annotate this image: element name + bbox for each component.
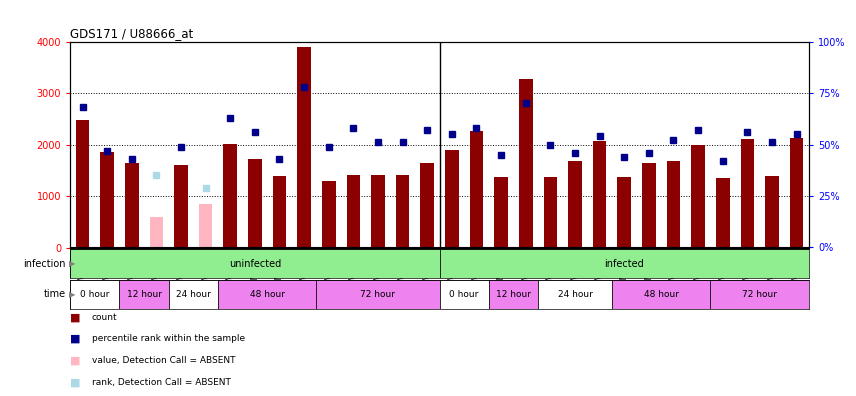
Bar	[199, 204, 212, 248]
Text: 24 hour: 24 hour	[175, 290, 211, 299]
Text: ■: ■	[70, 312, 80, 322]
Text: ■: ■	[70, 356, 80, 366]
Text: 24 hour: 24 hour	[557, 290, 592, 299]
Bar	[395, 175, 409, 248]
Bar	[495, 177, 508, 248]
Bar	[273, 177, 286, 248]
Bar	[710, 280, 809, 309]
Text: value, Detection Call = ABSENT: value, Detection Call = ABSENT	[92, 356, 235, 365]
Bar	[322, 181, 336, 248]
Text: 72 hour: 72 hour	[360, 290, 395, 299]
Text: 12 hour: 12 hour	[127, 290, 162, 299]
Text: count: count	[92, 313, 117, 322]
Bar	[790, 138, 804, 248]
Text: time: time	[44, 289, 66, 299]
Bar	[120, 280, 169, 309]
Bar	[765, 177, 779, 248]
Text: ▶: ▶	[69, 290, 76, 299]
Text: infection: infection	[23, 259, 66, 268]
Text: ▶: ▶	[69, 259, 76, 268]
Text: 72 hour: 72 hour	[742, 290, 777, 299]
Bar	[470, 131, 484, 248]
Bar	[70, 280, 120, 309]
Bar	[223, 143, 237, 248]
Bar	[169, 280, 218, 309]
Bar	[317, 280, 440, 309]
Bar	[248, 160, 262, 248]
Bar	[538, 280, 612, 309]
Text: percentile rank within the sample: percentile rank within the sample	[92, 335, 245, 343]
Text: uninfected: uninfected	[229, 259, 281, 268]
Bar	[150, 217, 163, 248]
Text: 48 hour: 48 hour	[250, 290, 285, 299]
Bar	[297, 47, 311, 248]
Bar	[593, 141, 606, 248]
Text: 0 hour: 0 hour	[449, 290, 479, 299]
Bar	[642, 162, 656, 248]
Text: 12 hour: 12 hour	[496, 290, 531, 299]
Bar	[440, 280, 489, 309]
Text: ■: ■	[70, 377, 80, 388]
Bar	[740, 139, 754, 248]
Text: infected: infected	[604, 259, 644, 268]
Bar	[100, 152, 114, 248]
Text: ■: ■	[70, 334, 80, 344]
Bar	[218, 280, 317, 309]
Bar	[347, 175, 360, 248]
Bar	[519, 79, 532, 248]
Text: 48 hour: 48 hour	[644, 290, 679, 299]
Bar	[440, 249, 821, 278]
Text: 0 hour: 0 hour	[80, 290, 110, 299]
Bar	[617, 177, 631, 248]
Bar	[544, 177, 557, 248]
Bar	[612, 280, 710, 309]
Bar	[568, 161, 582, 248]
Bar	[716, 178, 729, 248]
Bar	[75, 120, 89, 248]
Bar	[125, 162, 139, 248]
Text: GDS171 / U88666_at: GDS171 / U88666_at	[70, 27, 193, 40]
Text: rank, Detection Call = ABSENT: rank, Detection Call = ABSENT	[92, 378, 230, 387]
Bar	[489, 280, 538, 309]
Bar	[372, 175, 384, 248]
Bar	[420, 163, 434, 248]
Bar	[445, 150, 459, 248]
Bar	[667, 161, 681, 248]
Bar	[692, 145, 704, 248]
Bar	[70, 249, 440, 278]
Bar	[175, 165, 187, 248]
